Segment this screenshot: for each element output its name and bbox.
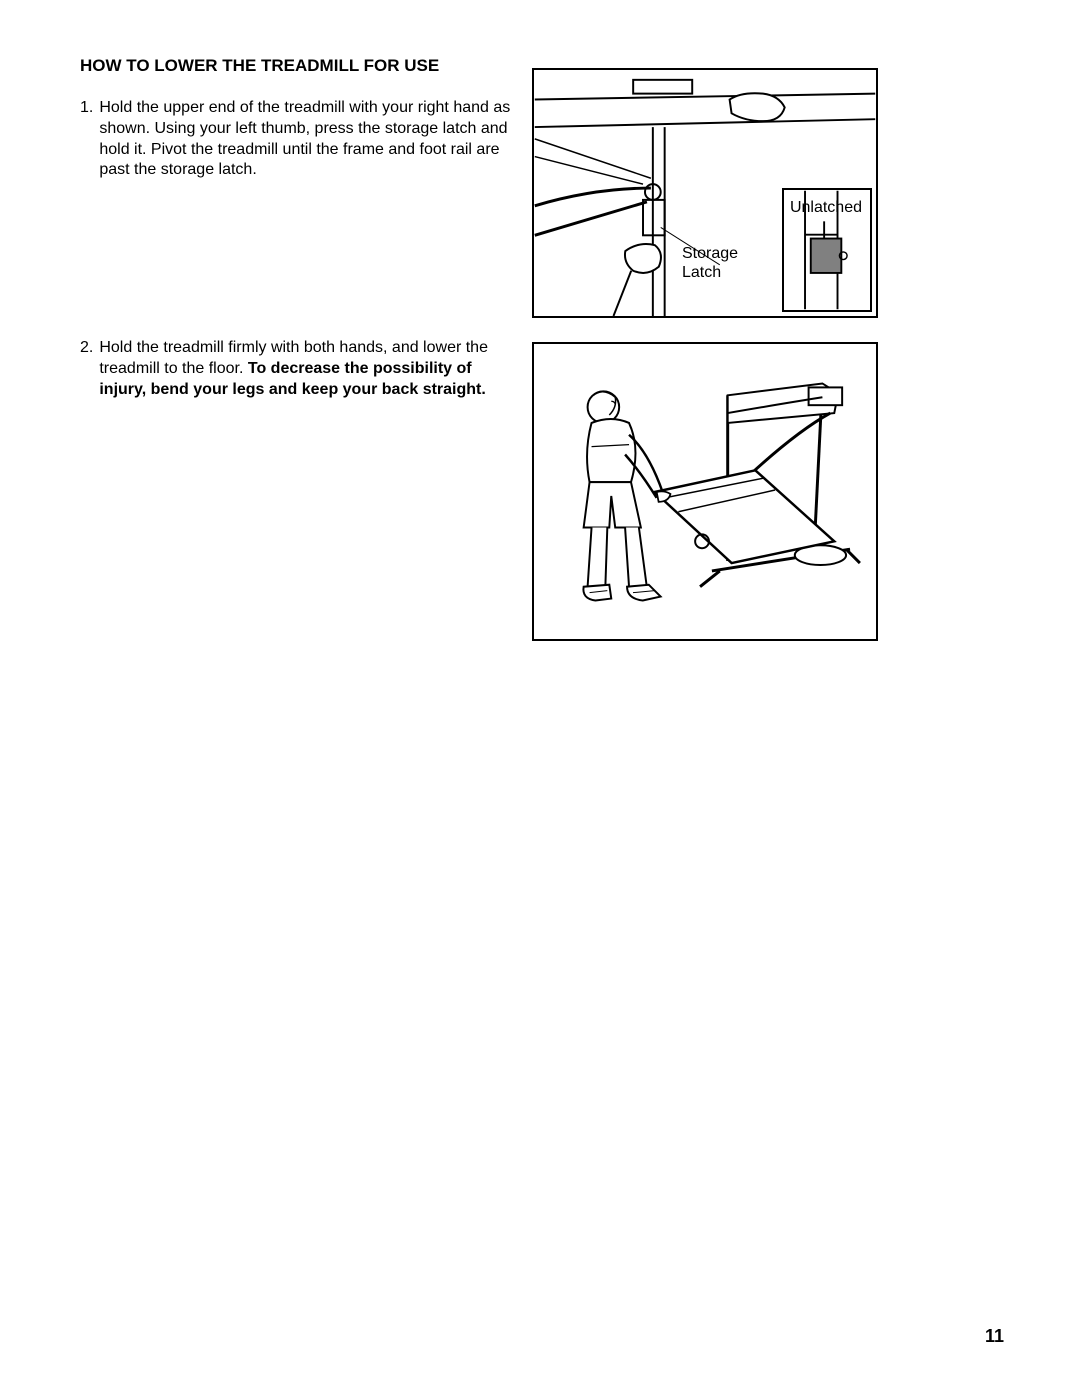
figure-2 (532, 342, 878, 641)
label-unlatched: Unlatched (790, 198, 862, 217)
step-2-text-column: 2. Hold the treadmill firmly with both h… (80, 338, 512, 400)
step-2-text: Hold the treadmill firmly with both hand… (99, 338, 512, 400)
step-1-text: Hold the upper end of the treadmill with… (99, 98, 512, 181)
step-1-number: 1. (80, 98, 93, 181)
step-2-row: 2. Hold the treadmill firmly with both h… (80, 338, 1008, 641)
label-storage-line1: Storage (682, 245, 738, 262)
step-1-text-column: 1. Hold the upper end of the treadmill w… (80, 98, 512, 181)
label-storage-line2: Latch (682, 264, 721, 281)
figure-1: Unlatched Storage Latch (532, 68, 878, 318)
step-2: 2. Hold the treadmill firmly with both h… (80, 338, 512, 400)
figure-2-illustration (534, 344, 876, 639)
step-2-number: 2. (80, 338, 93, 400)
step-1-row: 1. Hold the upper end of the treadmill w… (80, 98, 1008, 318)
step-1: 1. Hold the upper end of the treadmill w… (80, 98, 512, 181)
label-storage-latch: Storage Latch (682, 244, 738, 282)
page-number: 11 (985, 1326, 1004, 1347)
